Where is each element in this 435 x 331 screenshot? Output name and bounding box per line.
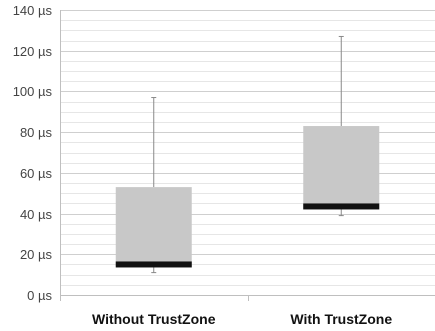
y-tick-label: 140 µs [13,3,53,18]
y-tick-labels: 0 µs 20 µs 40 µs 60 µs 80 µs 100 µs 120 µs 140 … [13,3,53,303]
iqr-box [115,187,192,267]
y-tick-label: 0 µs [27,288,52,303]
y-tick-label: 120 µs [13,44,53,59]
box-with-trustzone [303,35,380,217]
median-line [115,261,192,268]
iqr-box [303,126,380,210]
y-tick-label: 40 µs [20,207,53,222]
y-tick-label: 20 µs [20,247,53,262]
category-label: Without TrustZone [92,311,216,327]
axes [60,10,435,301]
median-line [303,203,380,210]
category-label: With TrustZone [290,311,392,327]
y-tick-label: 80 µs [20,125,53,140]
y-tick-label: 100 µs [13,84,53,99]
y-tick-label: 60 µs [20,166,53,181]
category-labels: Without TrustZone With TrustZone [92,311,392,327]
box-without-trustzone [115,97,192,274]
box-series [115,35,380,274]
